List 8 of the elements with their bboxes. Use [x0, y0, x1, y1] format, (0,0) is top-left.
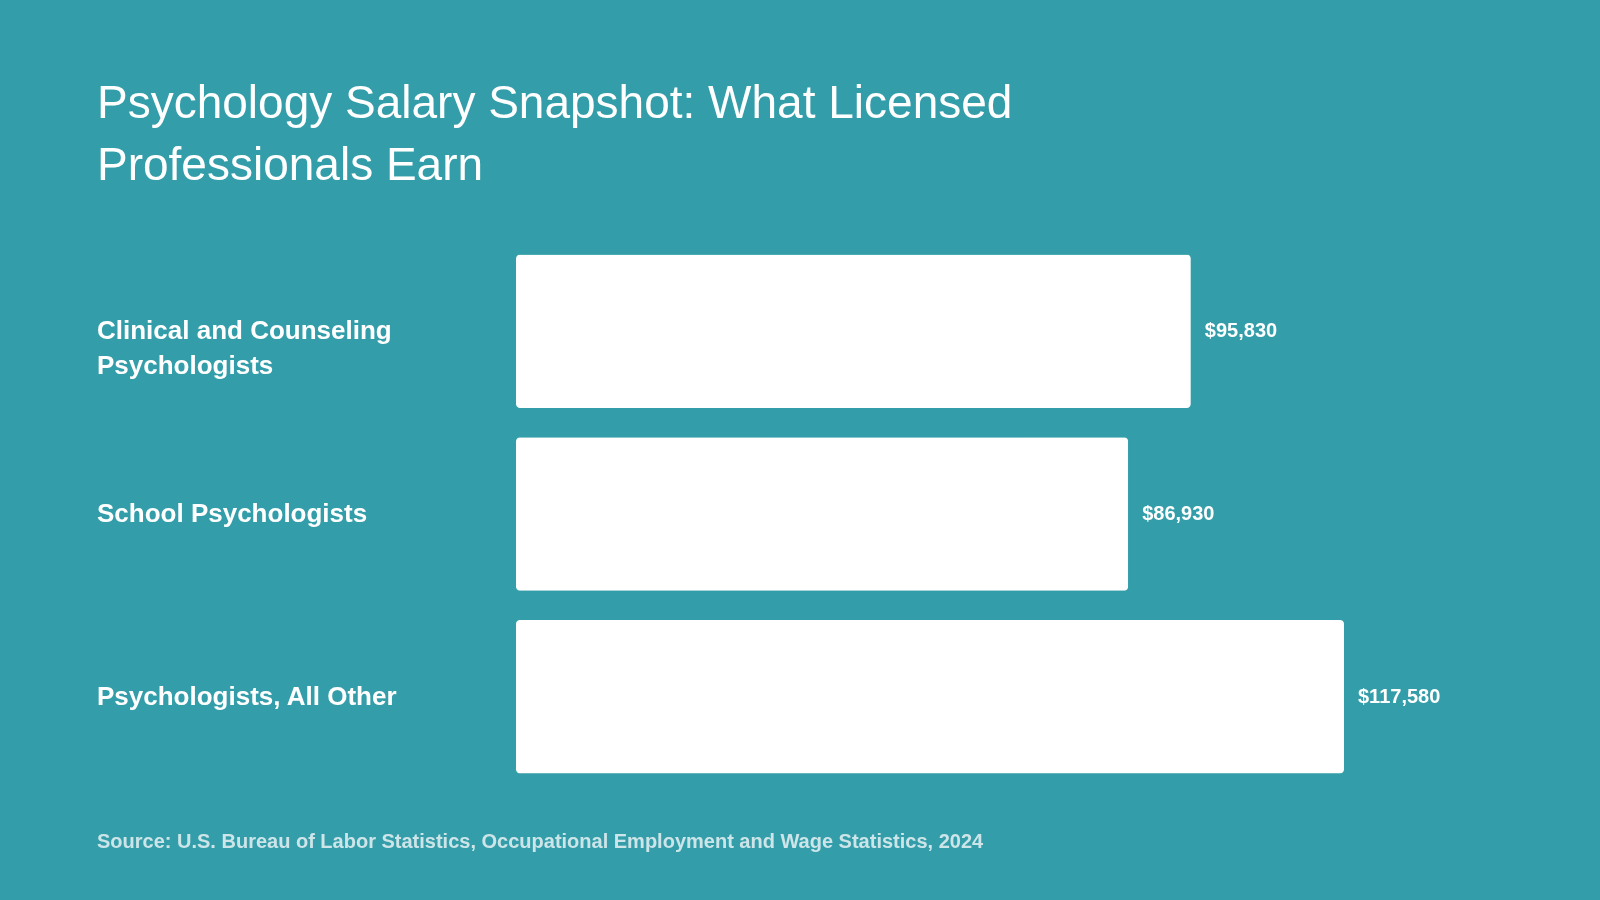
data-label: $117,580 — [1358, 684, 1441, 707]
chart-title: Psychology Salary Snapshot: What Licensed Professionals Earn — [97, 76, 1013, 190]
data-label: $95,830 — [1204, 319, 1278, 342]
data-label: $86,930 — [1142, 502, 1215, 524]
y-tick-label: Clinical and Counseling Psychologists — [97, 315, 392, 381]
source-note: Source: U.S. Bureau of Labor Statistics, Occupational Employment and Wage Statistics, 2024 — [97, 830, 985, 852]
y-tick-label: Psychologists, All Other — [97, 680, 397, 711]
y-tick-label: School Psychologists — [97, 498, 368, 528]
